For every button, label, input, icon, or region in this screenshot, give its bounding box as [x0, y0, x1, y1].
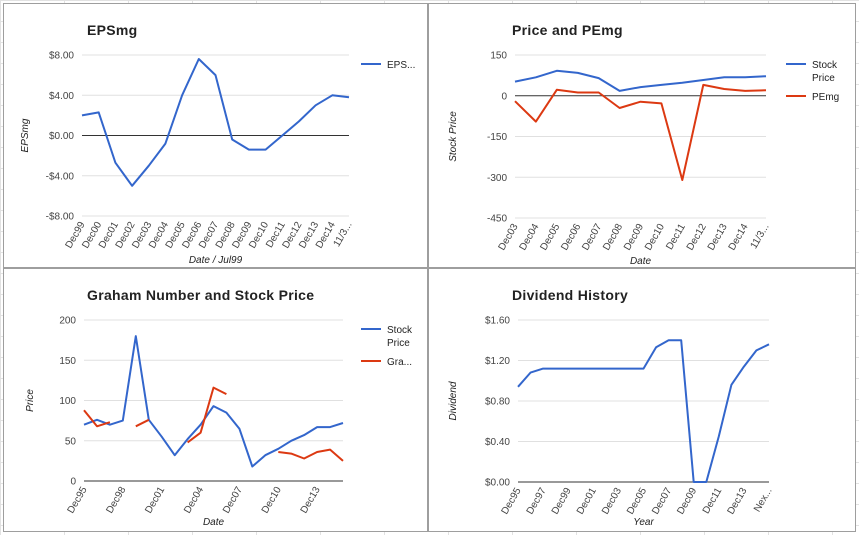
- y-tick-label: 200: [59, 316, 76, 327]
- legend-label: EPS...: [387, 60, 415, 71]
- x-tick-label: Dec10: [643, 222, 667, 253]
- series-line: [83, 386, 344, 462]
- x-tick-label: Dec07: [650, 486, 674, 517]
- y-tick-label: -$4.00: [46, 171, 75, 182]
- y-tick-label: -450: [487, 214, 507, 225]
- x-tick-label: Dec97: [525, 486, 549, 517]
- x-tick-label: Dec95: [500, 486, 524, 517]
- series-line: [514, 69, 767, 92]
- x-tick-label: Dec07: [221, 485, 245, 516]
- x-tick-label: Dec13: [299, 485, 323, 516]
- y-axis-label: Price: [25, 389, 36, 412]
- y-tick-label: $8.00: [49, 51, 74, 62]
- y-tick-label: 150: [490, 51, 507, 62]
- y-tick-label: 150: [59, 356, 76, 367]
- y-tick-label: $0.00: [49, 131, 74, 142]
- chart-title: Dividend History: [512, 287, 628, 303]
- price-pe-chart: Price and PEmg1500-150-300-450Dec03Dec04…: [448, 22, 839, 267]
- y-tick-label: 0: [70, 477, 76, 488]
- x-tick-label: Dec99: [550, 486, 574, 517]
- y-tick-label: $4.00: [49, 91, 74, 102]
- chart-title: EPSmg: [87, 22, 138, 38]
- chart-title: Graham Number and Stock Price: [87, 287, 314, 303]
- x-axis-label: Date / Jul99: [189, 255, 243, 266]
- price-pe-chart-panel[interactable]: Price and PEmg 150 0 -150 -300 -450 Dec03 Dec04…: [428, 3, 856, 268]
- x-tick-label: Dec98: [104, 485, 128, 516]
- x-tick-label: Dec14: [727, 222, 751, 253]
- y-axis-label: Dividend: [448, 381, 459, 420]
- y-tick-label: 0: [501, 91, 507, 102]
- y-axis-label: Stock Price: [448, 111, 459, 162]
- y-tick-label: $0.00: [485, 478, 510, 489]
- series-line: [514, 83, 767, 181]
- y-tick-label: -150: [487, 132, 507, 143]
- legend-label: Gra...: [387, 357, 412, 368]
- y-tick-label: $0.80: [485, 397, 510, 408]
- y-tick-label: $1.20: [485, 356, 510, 367]
- x-tick-label: Dec13: [726, 486, 750, 517]
- y-tick-label: $1.60: [485, 316, 510, 327]
- y-tick-label: -$8.00: [46, 212, 75, 223]
- y-tick-label: 50: [65, 436, 77, 447]
- eps-chart: EPSmg$8.00$4.00$0.00-$4.00-$8.00Dec99Dec…: [20, 22, 415, 266]
- x-tick-label: Dec04: [182, 485, 206, 516]
- x-axis-label: Year: [633, 517, 654, 528]
- series-line: [81, 58, 350, 187]
- x-tick-label: Dec10: [260, 485, 284, 516]
- y-tick-label: 100: [59, 396, 76, 407]
- x-axis-label: Date: [203, 517, 225, 528]
- series-line: [83, 335, 344, 468]
- chart-title: Price and PEmg: [512, 22, 623, 38]
- x-tick-label: Dec01: [143, 485, 167, 516]
- eps-chart-panel[interactable]: EPSmg $8.00 $4.00 $0.00 -$4.00 -$8.00 Dec99 Dec…: [3, 3, 428, 268]
- x-tick-label: Dec09: [675, 486, 699, 517]
- graham-chart-panel[interactable]: Graham Number and Stock Price 200 150 100 50…: [3, 268, 428, 532]
- x-tick-label: Dec01: [575, 486, 599, 517]
- dividend-chart: Dividend History $1.60 $1.20 $0.80 $0.40 $0.0…: [448, 287, 775, 528]
- x-tick-label: Dec05: [625, 486, 649, 517]
- x-tick-label: 11/3...: [749, 222, 772, 251]
- legend-label: Stock Price: [387, 325, 413, 349]
- x-tick-label: Dec03: [600, 486, 624, 517]
- y-axis-label: EPSmg: [20, 118, 31, 152]
- legend-label: Stock Price: [812, 60, 838, 84]
- x-axis-label: Date: [630, 256, 652, 267]
- series-line: [517, 339, 770, 483]
- legend-label: PEmg: [812, 92, 839, 103]
- x-tick-label: Dec95: [66, 485, 90, 516]
- graham-chart: Graham Number and Stock Price 200 150 100 50…: [25, 287, 413, 528]
- x-tick-label: Dec11: [701, 486, 725, 516]
- y-tick-label: $0.40: [485, 437, 510, 448]
- dividend-chart-panel[interactable]: Dividend History $1.60 $1.20 $0.80 $0.40 $0.0…: [428, 268, 856, 532]
- y-tick-label: -300: [487, 173, 507, 184]
- x-tick-label: Nex...: [752, 486, 775, 514]
